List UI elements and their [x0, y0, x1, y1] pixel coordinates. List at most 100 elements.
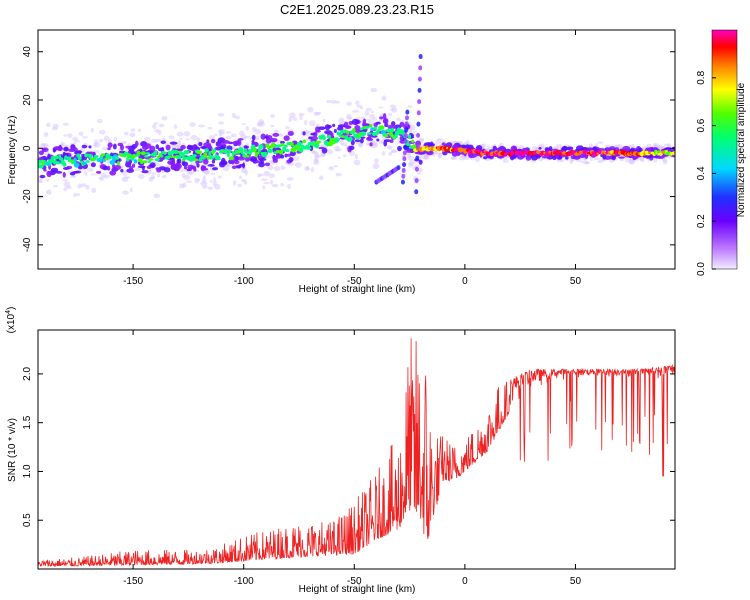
- spectrogram-halo-blob: [123, 131, 129, 136]
- spectrogram-halo-blob: [322, 118, 326, 123]
- spectrogram-band-blob: [251, 140, 255, 143]
- spectrogram-halo-blob: [597, 159, 604, 164]
- spectrogram-band-blob: [264, 136, 269, 139]
- spectrogram-core-blob: [84, 153, 88, 158]
- spectrogram-band-blob: [321, 147, 328, 154]
- spectrogram-halo-blob: [38, 154, 42, 158]
- spectrogram-halo-blob: [190, 134, 198, 141]
- spectrogram-y-tick-label: 20: [22, 94, 33, 106]
- spectrogram-band-blob: [538, 147, 542, 150]
- spectrogram-halo-blob: [662, 159, 668, 162]
- spectrogram-halo-blob: [273, 166, 281, 172]
- spectrogram-core-blob: [282, 146, 287, 152]
- spectrogram-band-blob: [62, 171, 66, 178]
- spectrogram-core-blob: [69, 159, 75, 163]
- spectrogram-halo-blob: [352, 109, 359, 113]
- spectrogram-halo-blob: [219, 132, 226, 135]
- spectrogram-band-blob: [582, 154, 588, 157]
- spectrogram-x-tick-label: 50: [570, 276, 582, 287]
- spectrogram-halo-blob: [270, 124, 275, 127]
- spectrogram-core-blob: [366, 132, 372, 135]
- spectrogram-band-blob: [112, 163, 116, 169]
- spectrogram-core-blob: [136, 150, 141, 156]
- spectrogram-halo-blob: [210, 165, 214, 172]
- spectrogram-halo-blob: [276, 139, 283, 145]
- spectrogram-core-blob: [341, 135, 345, 138]
- spectrogram-core-blob: [208, 155, 214, 160]
- spectrogram-core-blob: [248, 152, 252, 155]
- spectrogram-branch-blob: [403, 138, 408, 144]
- spectrogram-halo-blob: [502, 159, 509, 164]
- spectrogram-band-blob: [483, 156, 488, 160]
- spectrogram-halo-blob: [107, 158, 111, 164]
- snr-series-line: [38, 338, 675, 568]
- spectrogram-halo-blob: [313, 160, 320, 166]
- spectrogram-halo-blob: [181, 172, 186, 179]
- spectrogram-band-blob: [64, 147, 69, 151]
- spectrogram-halo-blob: [305, 130, 310, 137]
- spectrogram-band-blob: [566, 146, 574, 151]
- spectrogram-core-blob: [315, 140, 322, 144]
- spectrogram-halo-blob: [629, 158, 634, 162]
- spectrogram-halo-blob: [370, 110, 374, 114]
- spectrogram-halo-blob: [386, 145, 393, 150]
- spectrogram-core-blob: [339, 130, 344, 135]
- spectrogram-halo-blob: [407, 161, 414, 168]
- spectrogram-halo-blob: [62, 122, 69, 126]
- spectrogram-core-blob: [145, 152, 150, 155]
- spectrogram-x-tick-label: -100: [234, 276, 254, 287]
- spectrogram-halo-blob: [134, 167, 141, 172]
- spectrogram-core-blob: [204, 148, 209, 153]
- spectrogram-halo-blob: [158, 123, 165, 128]
- spectrogram-halo-blob: [150, 138, 158, 144]
- spectrogram-halo-blob: [503, 157, 507, 161]
- spectrogram-y-ticks: -40 -20 0 20 40: [22, 46, 675, 252]
- spectrogram-band-blob: [379, 116, 384, 120]
- spectrogram-core-blob: [170, 149, 175, 155]
- spectrogram-halo-blob: [242, 160, 247, 163]
- spectrogram-halo-blob: [326, 149, 334, 155]
- spectrogram-core-blob: [169, 155, 173, 158]
- snr-x-tick-label: -50: [347, 576, 362, 587]
- spectrogram-band-blob: [279, 140, 285, 144]
- spectrogram-core-blob: [117, 160, 120, 166]
- spectrogram-core-blob: [378, 125, 385, 130]
- spectrogram-branch-blob: [401, 173, 406, 179]
- spectrogram-band-blob: [258, 157, 267, 161]
- spectrogram-core-blob: [372, 131, 376, 137]
- spectrogram-band-blob: [235, 165, 241, 168]
- spectrogram-halo-blob: [90, 173, 97, 176]
- spectrogram-halo-blob: [212, 177, 217, 181]
- spectrogram-band-blob: [90, 162, 96, 168]
- spectrogram-band-blob: [376, 138, 380, 142]
- spectrogram-core-blob: [346, 130, 350, 135]
- spectrogram-band-blob: [186, 144, 194, 150]
- spectrogram-y-label: Frequency (Hz): [7, 116, 18, 185]
- spectrogram-halo-blob: [165, 165, 171, 168]
- spectrogram-band-blob: [39, 174, 46, 179]
- spectrogram-core-blob: [165, 155, 171, 160]
- spectrogram-halo-blob: [459, 155, 466, 161]
- spectrogram-halo-blob: [78, 131, 84, 136]
- spectrogram-halo-blob: [98, 129, 106, 135]
- spectrogram-branch-blob: [418, 54, 423, 60]
- spectrogram-core-blob: [384, 134, 389, 138]
- spectrogram-halo-blob: [594, 142, 598, 146]
- spectrogram-halo-blob: [73, 142, 77, 145]
- spectrogram-branch-blob: [416, 132, 421, 138]
- spectrogram-band-blob: [205, 144, 212, 149]
- spectrogram-halo-blob: [226, 163, 232, 168]
- spectrogram-core-blob: [191, 154, 197, 158]
- spectrogram-halo-blob: [418, 168, 424, 173]
- spectrogram-core-blob: [224, 148, 230, 152]
- spectrogram-core-blob: [208, 151, 212, 157]
- spectrogram-halo-blob: [179, 137, 183, 140]
- spectrogram-marks: [38, 54, 675, 199]
- spectrogram-halo-blob: [346, 101, 353, 106]
- spectrogram-branch-blob: [415, 144, 420, 150]
- spectrogram-core-blob: [243, 148, 248, 153]
- spectrogram-band-blob: [220, 144, 224, 151]
- spectrogram-core-blob: [193, 158, 199, 162]
- spectrogram-band-blob: [165, 144, 171, 151]
- spectrogram-core-blob: [148, 160, 151, 164]
